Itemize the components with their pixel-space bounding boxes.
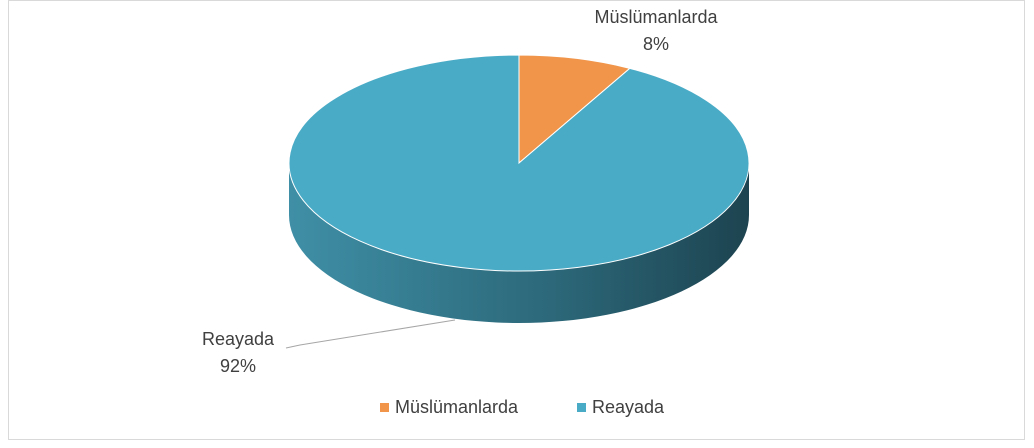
legend-label: Reayada xyxy=(592,397,665,417)
legend-swatch xyxy=(380,403,389,412)
data-label-name: Reayada xyxy=(202,329,275,349)
slice xyxy=(288,54,750,272)
legend-swatch xyxy=(577,403,586,412)
data-label-value: 8% xyxy=(643,34,669,54)
leader-line xyxy=(285,319,456,349)
data-label-value: 92% xyxy=(220,356,256,376)
slice-side xyxy=(289,163,749,323)
slice xyxy=(518,54,631,165)
legend-label: Müslümanlarda xyxy=(395,397,519,417)
data-label-name: Müslümanlarda xyxy=(594,7,718,27)
